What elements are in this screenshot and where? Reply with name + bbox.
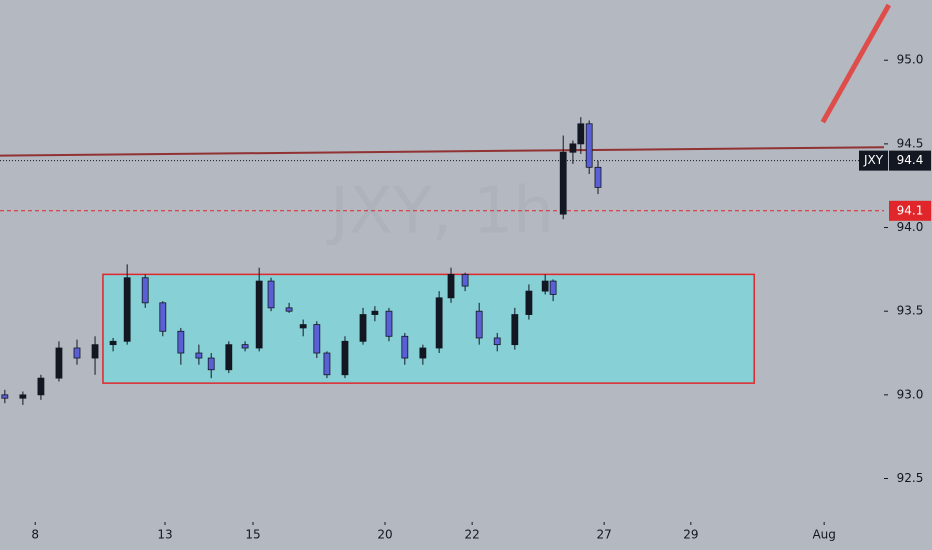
symbol-label: JXY <box>863 153 884 167</box>
x-tick-label: Aug <box>812 528 835 542</box>
candle-body <box>493 337 501 346</box>
trendline <box>820 3 892 124</box>
trendline <box>0 146 885 157</box>
candle-body <box>123 277 131 342</box>
candle-body <box>341 340 349 376</box>
candle-body <box>299 324 307 329</box>
candle-body <box>255 280 263 349</box>
y-tick-label: 93.5 <box>897 304 924 318</box>
candle-body <box>559 151 567 215</box>
x-tick-label: 22 <box>465 528 480 542</box>
watermark: JXY, 1h <box>326 175 554 249</box>
candle-body <box>447 273 455 299</box>
x-tick-label: 8 <box>31 528 39 542</box>
y-tick-label: 95.0 <box>897 53 924 67</box>
candle-body <box>577 123 585 145</box>
candle-body <box>594 166 602 188</box>
candle-body <box>225 344 233 371</box>
candle-body <box>435 297 443 349</box>
candle-body <box>585 123 593 168</box>
candle-body <box>285 307 293 312</box>
price-label: 94.4 <box>897 153 924 167</box>
x-tick-label: 29 <box>683 528 698 542</box>
x-tick-label: 20 <box>377 528 392 542</box>
candle-body <box>323 352 331 376</box>
candle-body <box>109 340 117 346</box>
candle-body <box>541 280 549 292</box>
candle-body <box>313 324 321 354</box>
y-tick-label: 93.0 <box>897 387 924 401</box>
candle-body <box>511 314 519 346</box>
zone <box>102 273 755 384</box>
candle-body <box>37 377 45 396</box>
candle-body <box>569 143 577 153</box>
candle-body <box>475 310 483 339</box>
candle-body <box>549 280 557 295</box>
candle-body <box>241 344 249 349</box>
candle-body <box>19 394 27 399</box>
candle-body <box>419 347 427 359</box>
candle-body <box>91 344 99 359</box>
candle-body <box>461 273 469 287</box>
y-tick-label: 94.0 <box>897 220 924 234</box>
candle-body <box>267 280 275 309</box>
candle-body <box>359 314 367 342</box>
candle-body <box>385 310 393 337</box>
candle-body <box>73 347 81 359</box>
candle-body <box>207 357 215 371</box>
x-tick-label: 13 <box>157 528 172 542</box>
x-tick-label: 15 <box>245 528 260 542</box>
x-tick-label: 27 <box>597 528 612 542</box>
candle-body <box>371 310 379 315</box>
candle-body <box>55 347 63 379</box>
candle-body <box>401 335 409 359</box>
candle-body <box>159 302 167 332</box>
candle-body <box>525 290 533 315</box>
symbol-label-box <box>859 150 888 171</box>
candle-body <box>1 394 9 399</box>
candle-body <box>195 352 203 359</box>
candle-body <box>141 277 149 304</box>
price-label-box <box>889 200 931 221</box>
price-label: 94.1 <box>897 203 924 217</box>
candle-body <box>177 330 185 354</box>
price-label-box <box>889 150 931 171</box>
y-tick-label: 92.5 <box>897 471 924 485</box>
y-tick-label: 94.5 <box>897 136 924 150</box>
